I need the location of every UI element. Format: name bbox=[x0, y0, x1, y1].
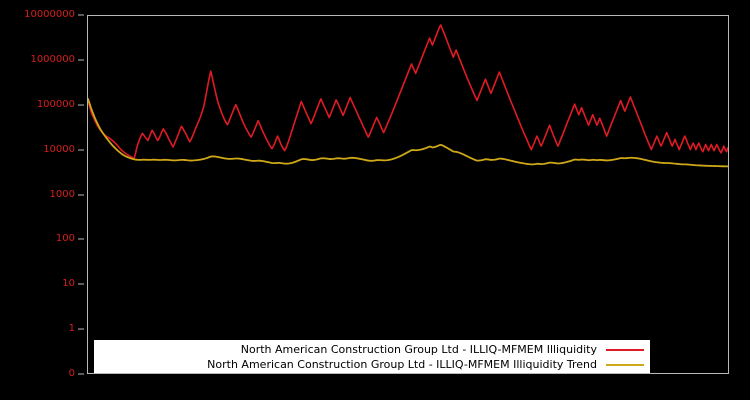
y-tick-label-0: 0 bbox=[68, 368, 75, 379]
chart-legend: North American Construction Group Ltd - … bbox=[94, 340, 650, 373]
legend-swatch-illiquidity-trend bbox=[606, 363, 644, 366]
y-tick-label-1000000: 1000000 bbox=[30, 53, 75, 65]
y-tick-mark-1 bbox=[78, 328, 84, 330]
y-axis: 10000000 1000000 100000 10000 1000 100 10 1 0 bbox=[0, 0, 87, 400]
y-tick-label-100: 100 bbox=[55, 233, 75, 245]
y-tick-mark-10000000 bbox=[78, 14, 84, 16]
y-tick-mark-100 bbox=[78, 238, 84, 240]
y-tick-mark-0 bbox=[78, 373, 84, 375]
y-tick-label-1000: 1000 bbox=[49, 188, 75, 200]
y-tick-label-10000: 10000 bbox=[43, 143, 75, 155]
plot-lines bbox=[88, 16, 728, 373]
legend-swatch-illiquidity bbox=[606, 348, 644, 351]
y-tick-label-10000000: 10000000 bbox=[24, 9, 75, 20]
y-tick-mark-1000 bbox=[78, 194, 84, 195]
plot-area-frame bbox=[87, 15, 729, 374]
legend-item-illiquidity-trend: North American Construction Group Ltd - … bbox=[94, 357, 650, 372]
y-tick-mark-100000 bbox=[78, 104, 84, 106]
legend-label-illiquidity-trend: North American Construction Group Ltd - … bbox=[207, 358, 597, 371]
y-tick-label-1: 1 bbox=[68, 323, 75, 335]
legend-item-illiquidity: North American Construction Group Ltd - … bbox=[94, 342, 650, 357]
y-tick-mark-10 bbox=[78, 283, 84, 285]
y-tick-mark-1000000 bbox=[78, 59, 84, 61]
y-tick-label-100000: 100000 bbox=[36, 98, 75, 110]
y-tick-mark-10000 bbox=[78, 149, 84, 151]
series-line-illiquidity-trend bbox=[88, 99, 728, 166]
legend-label-illiquidity: North American Construction Group Ltd - … bbox=[240, 343, 597, 356]
series-line-illiquidity bbox=[88, 25, 728, 158]
y-tick-label-10: 10 bbox=[62, 278, 75, 290]
